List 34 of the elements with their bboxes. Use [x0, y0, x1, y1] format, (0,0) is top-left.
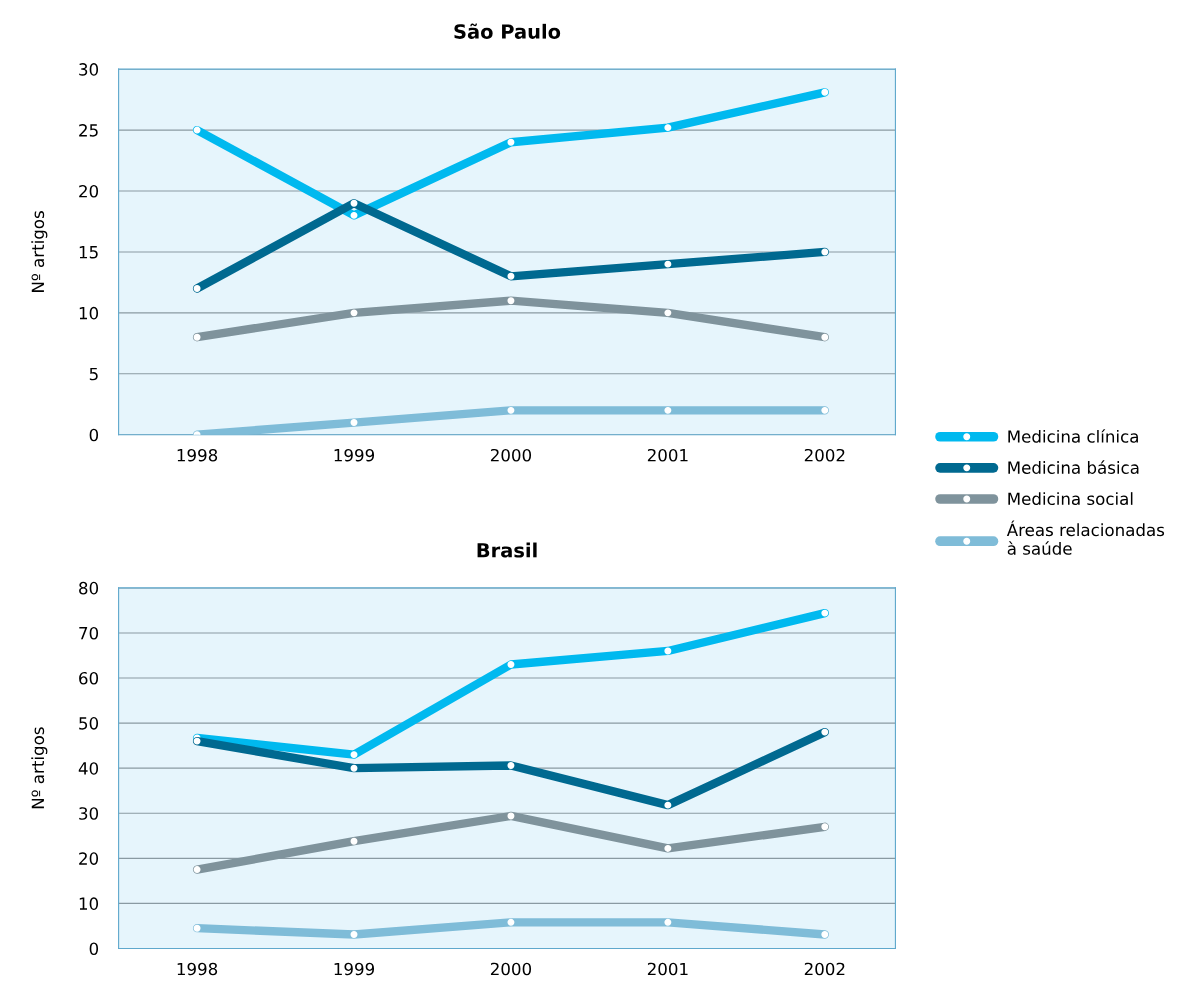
chart-title: São Paulo — [454, 23, 561, 39]
x-tick-label: 1998 — [177, 962, 218, 976]
y-tick-label: 0 — [89, 942, 99, 956]
y-axis-title: Nº artigos — [31, 727, 48, 809]
y-tick-label: 60 — [79, 671, 99, 685]
x-tick-label: 1998 — [177, 448, 218, 462]
x-tick-label: 2000 — [490, 962, 532, 976]
chart-title: Brasil — [477, 542, 537, 558]
y-tick-label: 70 — [79, 626, 99, 640]
x-tick-label: 2002 — [804, 962, 845, 976]
y-tick-label: 0 — [89, 428, 99, 442]
y-tick-label: 20 — [79, 184, 99, 198]
x-tick-label: 2001 — [647, 962, 688, 976]
x-tick-label: 2000 — [490, 448, 532, 462]
x-tick-label: 1999 — [334, 448, 375, 462]
legend-label: Medicina básica — [1008, 460, 1139, 474]
x-tick-label: 2001 — [647, 448, 688, 462]
y-tick-label: 10 — [79, 306, 99, 320]
y-tick-label: 20 — [79, 852, 99, 865]
legend-label: Medicina clínica — [1008, 429, 1138, 443]
y-tick-label: 40 — [78, 762, 99, 775]
y-tick-label: 25 — [79, 124, 98, 137]
y-tick-label: 15 — [79, 246, 98, 259]
y-tick-label: 5 — [89, 367, 98, 381]
legend-label: Medicina social — [1008, 492, 1133, 506]
y-tick-label: 30 — [79, 63, 99, 76]
y-tick-label: 80 — [79, 581, 99, 595]
y-axis-title: Nº artigos — [31, 211, 48, 292]
x-tick-label: 1999 — [334, 962, 375, 976]
x-tick-label: 2002 — [804, 448, 845, 462]
y-tick-label: 10 — [79, 897, 99, 910]
legend-label: Áreas relacionadas à saúde — [1006, 520, 1165, 555]
y-tick-label: 50 — [79, 717, 99, 730]
y-tick-label: 30 — [79, 807, 99, 820]
